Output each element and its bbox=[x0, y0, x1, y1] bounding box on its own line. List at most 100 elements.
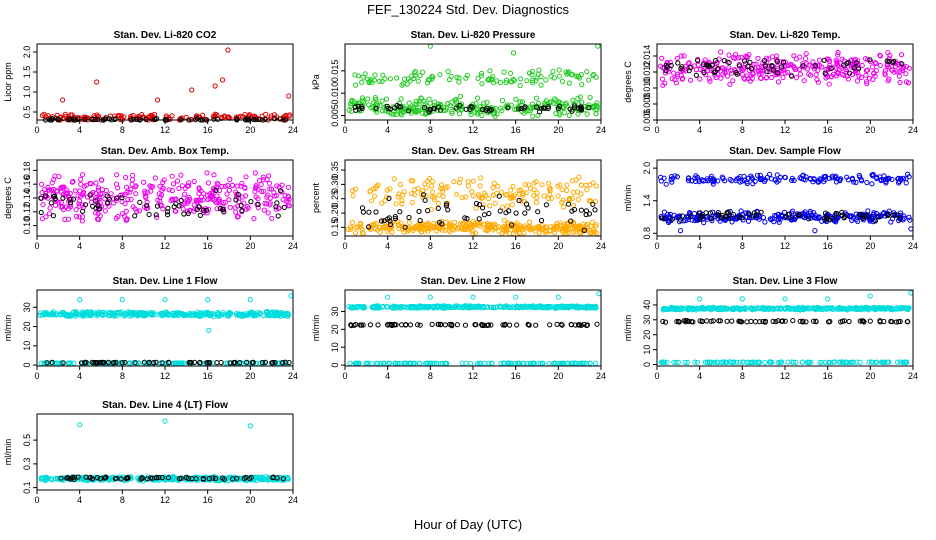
data-point bbox=[825, 296, 831, 302]
data-point bbox=[821, 57, 827, 63]
data-point bbox=[365, 96, 371, 102]
y-axis-label: ml/min bbox=[311, 315, 321, 342]
data-point bbox=[749, 359, 756, 365]
data-point bbox=[900, 217, 906, 223]
data-point bbox=[429, 73, 435, 79]
data-point bbox=[77, 188, 83, 194]
data-point bbox=[576, 322, 582, 328]
data-point bbox=[675, 60, 681, 66]
data-point bbox=[73, 207, 79, 213]
data-point bbox=[277, 116, 283, 122]
data-point bbox=[557, 220, 563, 226]
data-point bbox=[839, 71, 845, 78]
data-point bbox=[736, 318, 742, 324]
data-point bbox=[509, 222, 515, 228]
data-point bbox=[475, 75, 481, 82]
data-point bbox=[502, 304, 509, 310]
data-point bbox=[478, 175, 484, 181]
data-point bbox=[352, 104, 358, 110]
data-point bbox=[583, 223, 589, 229]
x-axis-title: Hour of Day (UTC) bbox=[413, 517, 523, 532]
data-point bbox=[584, 111, 590, 117]
data-point bbox=[725, 306, 731, 312]
data-point bbox=[417, 217, 423, 224]
data-point bbox=[88, 313, 94, 319]
data-point bbox=[532, 228, 538, 234]
data-point bbox=[238, 202, 244, 209]
data-point bbox=[803, 319, 809, 325]
y-tick-label: 0.35 bbox=[330, 161, 340, 179]
panel-title: Stan. Dev. Line 4 (LT) Flow bbox=[102, 400, 228, 411]
data-point bbox=[897, 359, 904, 365]
data-point bbox=[724, 73, 731, 79]
data-point bbox=[672, 173, 678, 179]
data-point bbox=[866, 213, 872, 219]
data-point bbox=[473, 304, 479, 310]
data-point bbox=[860, 318, 866, 324]
data-point bbox=[505, 105, 511, 111]
x-tick-label: 0 bbox=[34, 495, 39, 505]
x-tick-label: 12 bbox=[468, 371, 478, 381]
data-point bbox=[658, 174, 664, 180]
data-point bbox=[411, 104, 417, 110]
data-point bbox=[179, 183, 185, 189]
data-point bbox=[371, 221, 377, 227]
x-tick-label: 8 bbox=[120, 241, 125, 251]
data-point bbox=[527, 224, 533, 230]
data-point bbox=[355, 224, 361, 230]
data-point bbox=[113, 197, 119, 204]
data-point bbox=[355, 73, 361, 79]
panel-title: Stan. Dev. Line 2 Flow bbox=[421, 276, 526, 287]
data-point bbox=[288, 293, 294, 299]
x-tick-label: 0 bbox=[654, 125, 659, 135]
data-point bbox=[758, 209, 764, 215]
data-point bbox=[285, 194, 292, 200]
data-point bbox=[396, 191, 402, 197]
data-point bbox=[711, 69, 717, 76]
data-point bbox=[406, 100, 412, 106]
data-point bbox=[212, 475, 219, 482]
data-point bbox=[569, 195, 575, 201]
x-tick-label: 12 bbox=[780, 371, 790, 381]
data-point bbox=[782, 215, 788, 221]
data-point bbox=[711, 177, 718, 183]
data-point bbox=[449, 99, 455, 105]
data-point bbox=[395, 194, 401, 200]
data-point bbox=[499, 97, 506, 104]
data-point bbox=[75, 474, 81, 480]
data-point bbox=[399, 201, 405, 207]
data-point bbox=[668, 177, 674, 183]
data-point bbox=[456, 224, 462, 230]
data-point bbox=[144, 199, 150, 205]
data-point bbox=[248, 474, 254, 480]
data-point bbox=[726, 65, 732, 71]
data-point bbox=[437, 107, 443, 113]
data-point bbox=[838, 176, 844, 182]
data-point bbox=[586, 77, 592, 83]
data-point bbox=[564, 71, 570, 77]
data-point bbox=[430, 223, 436, 229]
data-point bbox=[480, 202, 486, 208]
data-point bbox=[470, 178, 476, 184]
data-point bbox=[803, 51, 809, 57]
data-point bbox=[432, 304, 438, 310]
data-point bbox=[157, 198, 163, 204]
data-point bbox=[196, 360, 202, 366]
data-point bbox=[659, 76, 666, 82]
data-point bbox=[782, 318, 788, 324]
data-point bbox=[60, 195, 66, 201]
data-point bbox=[762, 359, 768, 366]
data-point bbox=[747, 78, 753, 84]
data-point bbox=[547, 322, 553, 328]
data-point bbox=[491, 180, 497, 186]
data-point bbox=[445, 68, 451, 75]
data-point bbox=[547, 227, 553, 233]
data-point bbox=[592, 199, 599, 205]
x-tick-label: 12 bbox=[160, 371, 170, 381]
data-point bbox=[366, 209, 372, 215]
data-point bbox=[375, 322, 381, 328]
data-point bbox=[782, 306, 788, 312]
data-point bbox=[898, 212, 904, 218]
data-point bbox=[47, 205, 53, 211]
data-point bbox=[510, 183, 516, 189]
